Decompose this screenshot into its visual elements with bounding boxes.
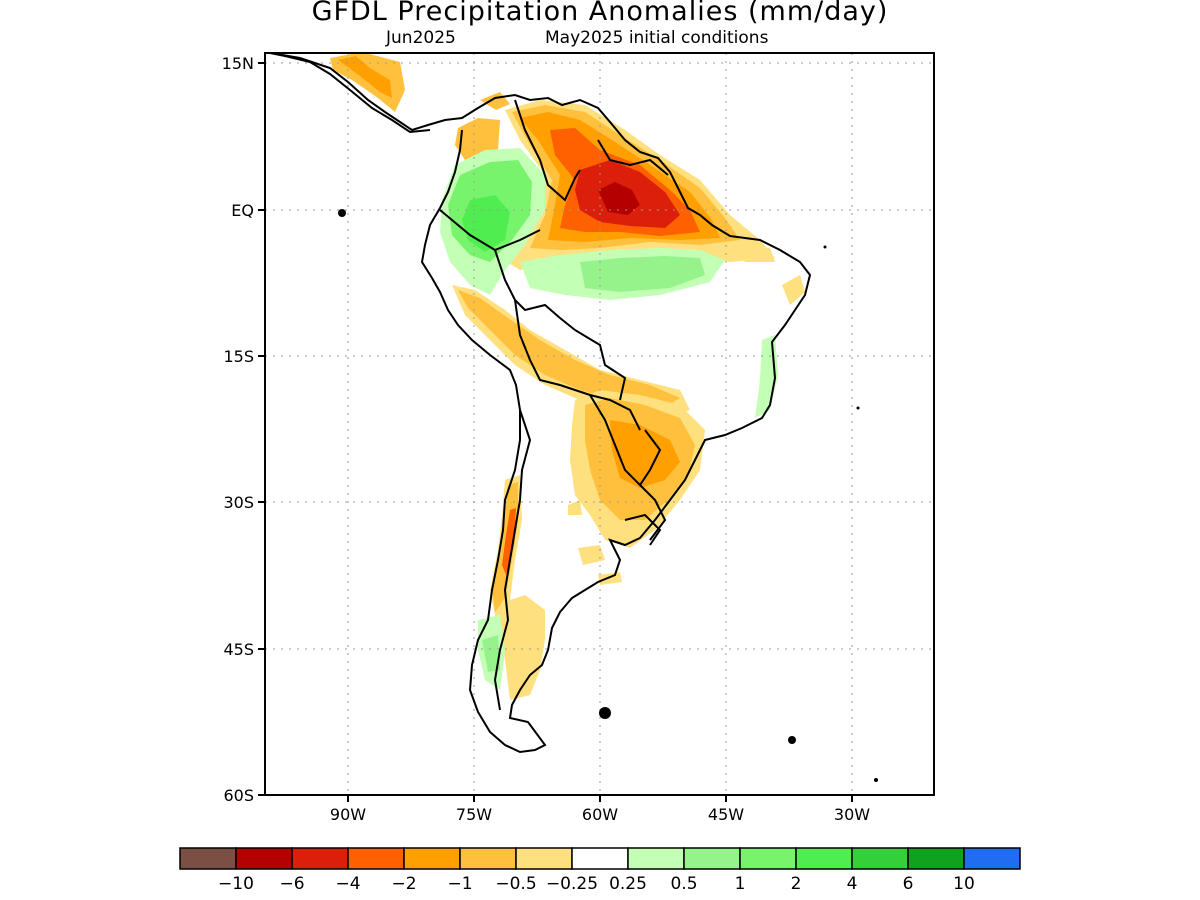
colorbar-label: 0.5 [670, 874, 697, 894]
colorbar-swatch [459, 847, 517, 870]
colorbar-label: 4 [847, 874, 858, 894]
lon-tick-label: 75W [456, 805, 492, 824]
country-border-guianas [597, 139, 669, 176]
central-america-coastline [265, 53, 431, 134]
colorbar-label: 0.25 [609, 874, 647, 894]
anomaly-region-guianas-extreme [598, 182, 640, 215]
lon-tick-label: 30W [834, 805, 870, 824]
islands [338, 209, 878, 782]
lat-tick-label: 45S [223, 640, 254, 659]
colorbar [179, 847, 1021, 870]
colorbar-swatch [403, 847, 461, 870]
south-georgia [788, 736, 796, 744]
colorbar-swatch [963, 847, 1021, 870]
colorbar-swatch [739, 847, 797, 870]
galapagos-islands [338, 209, 346, 217]
map-title: GFDL Precipitation Anomalies (mm/day) [311, 0, 889, 27]
anomaly-region-paraguay-core [610, 420, 680, 488]
colorbar-label: −10 [218, 874, 254, 894]
colorbar-label: −0.5 [495, 874, 536, 894]
country-border-paraguay [589, 394, 662, 487]
country-border-brazil-bolivia [574, 329, 627, 401]
country-border-bolivia [514, 299, 641, 431]
colorbar-labels: −10 −6 −4 −2 −1 −0.5 −0.25 0.25 0.5 1 2 4 6 10 [218, 874, 975, 894]
lat-tick-label: 60S [223, 786, 254, 805]
colorbar-swatch [571, 847, 629, 870]
anomaly-shading [330, 53, 805, 700]
anomaly-region-argentina-spot-1 [578, 545, 605, 565]
anomaly-region-argentina-spot-2 [598, 572, 622, 585]
colorbar-label: 10 [953, 874, 975, 894]
colorbar-swatch [795, 847, 853, 870]
colorbar-swatch [515, 847, 573, 870]
anomaly-region-central-america-core [338, 56, 392, 98]
lat-tick-label: 30S [223, 493, 254, 512]
anomaly-region-northeast-coast-dry [735, 245, 775, 262]
init-conditions-label: May2025 initial conditions [545, 28, 769, 48]
anomaly-region-argentina-spot-3 [568, 500, 582, 515]
colorbar-label: −1 [447, 874, 472, 894]
colorbar-swatch [627, 847, 685, 870]
anomaly-region-caribbean-islands [480, 92, 510, 110]
anomaly-region-chile-dry-strong [502, 508, 516, 575]
colorbar-swatch [235, 847, 293, 870]
anomaly-region-northeast-brazil-dry [782, 275, 805, 305]
anomaly-region-central-amazon-wet-core [580, 256, 705, 292]
coastlines [265, 53, 812, 754]
colorbar-label: 6 [903, 874, 914, 894]
colorbar-label: 2 [791, 874, 802, 894]
country-border-colombia-venezuela [514, 99, 581, 202]
valid-month-label: Jun2025 [386, 28, 456, 48]
country-border-argentina-brazil [639, 484, 667, 541]
lon-tick-label: 90W [330, 805, 366, 824]
lat-tick-label: EQ [231, 201, 254, 220]
lon-tick-label: 45W [708, 805, 744, 824]
colorbar-swatch [907, 847, 965, 870]
colorbar-swatch [291, 847, 349, 870]
lon-tick-label: 60W [582, 805, 618, 824]
fernando-de-noronha [823, 245, 827, 249]
lat-tick-label: 15S [223, 347, 254, 366]
colorbar-label: −2 [391, 874, 416, 894]
falkland-islands [599, 707, 611, 719]
colorbar-label: −6 [279, 874, 304, 894]
country-border-uruguay [624, 513, 662, 546]
anomaly-region-patagonia-wet [482, 635, 500, 672]
colorbar-swatch [683, 847, 741, 870]
country-border-peru-brazil [494, 249, 576, 331]
lat-tick-label: 15N [222, 54, 254, 73]
colorbar-swatch [179, 847, 237, 870]
country-border-chile-argentina [493, 409, 532, 711]
colorbar-swatch [851, 847, 909, 870]
colorbar-swatch [347, 847, 405, 870]
trindade-island [856, 406, 860, 410]
colorbar-label: −4 [335, 874, 360, 894]
axis-ticks [258, 62, 853, 802]
colorbar-label: −0.25 [546, 874, 598, 894]
colorbar-label: 1 [735, 874, 746, 894]
tristan-island [874, 778, 878, 782]
